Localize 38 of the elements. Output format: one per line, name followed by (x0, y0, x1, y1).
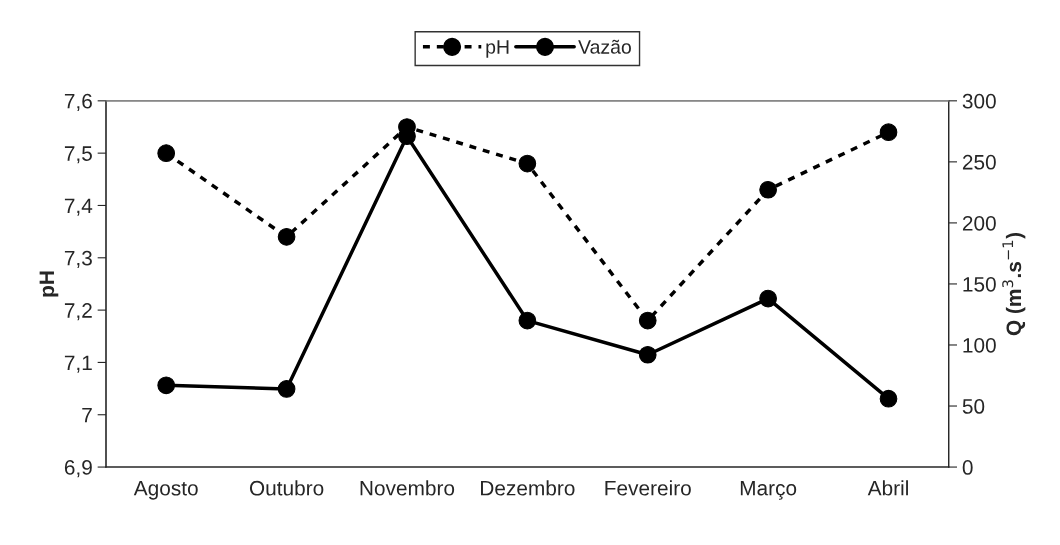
point (759, 289, 777, 308)
x-tick-label: Agosto (133, 481, 198, 500)
x-tick-label: Fevereiro (605, 480, 691, 496)
y-tick-label: 7 (82, 407, 92, 423)
point (759, 180, 777, 199)
point (638, 311, 657, 330)
point (157, 376, 176, 395)
y2-tick-label: 200 (962, 215, 996, 231)
point (277, 380, 296, 398)
x-tick-label: Março (740, 480, 797, 500)
y-tick-label: 7,5 (64, 146, 92, 164)
point (638, 345, 657, 364)
legend-label: pH (486, 40, 509, 58)
y-tick-label: 7,6 (64, 93, 92, 112)
x-tick-label: Abril (867, 480, 908, 496)
y2-axis-title: Q (m$^{3}$.s$^{−1}$) (1002, 232, 1026, 336)
point (157, 144, 176, 162)
point (518, 311, 537, 330)
y-tick-label: 7,2 (64, 303, 92, 321)
y2-tick-label: 250 (962, 154, 996, 170)
y-tick-label: 7,4 (64, 198, 93, 216)
point (879, 123, 898, 142)
y2-tick-label: 0 (962, 460, 973, 475)
y2-tick-label: 300 (962, 93, 996, 109)
y2-tick-label: 100 (963, 337, 996, 353)
y2-tick-label: 150 (963, 276, 996, 292)
point (277, 228, 296, 246)
x-tick-label: Outubro (249, 480, 324, 496)
y2-tick-label: 50 (962, 399, 985, 414)
y-tick-label: 6,9 (64, 460, 92, 478)
x-tick-label: Dezembro (481, 480, 575, 496)
y-axis-title: pH (39, 271, 59, 297)
legend-label: Vazão (578, 39, 631, 54)
point (879, 389, 898, 408)
x-tick-label: Novembro (360, 480, 455, 496)
y-tick-label: 7,1 (64, 355, 92, 373)
y-tick-label: 7,3 (64, 250, 92, 268)
point (518, 154, 537, 173)
